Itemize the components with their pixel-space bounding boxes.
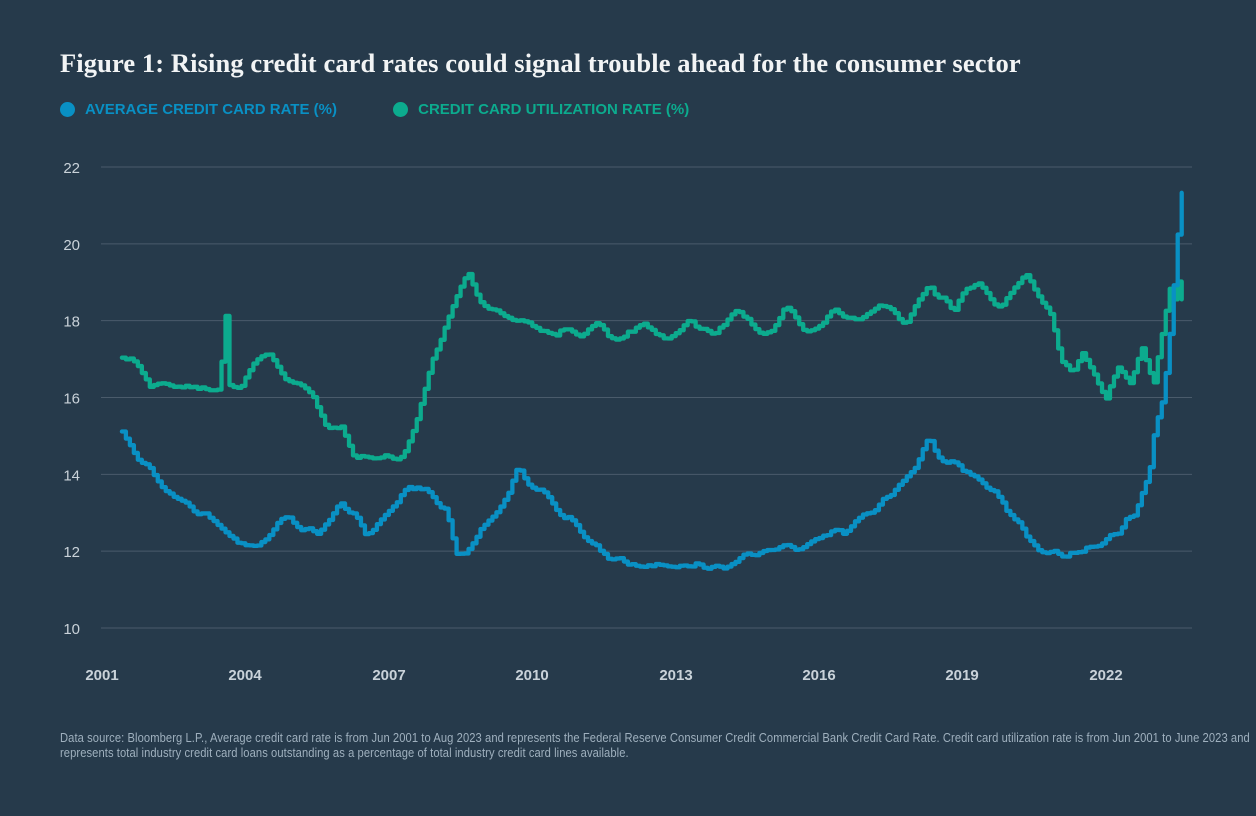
svg-text:20: 20: [63, 237, 80, 254]
svg-text:2013: 2013: [659, 667, 692, 684]
svg-text:2007: 2007: [372, 667, 405, 684]
svg-text:14: 14: [63, 467, 80, 484]
svg-text:18: 18: [63, 314, 80, 331]
svg-text:16: 16: [63, 391, 80, 408]
svg-text:2001: 2001: [85, 667, 118, 684]
svg-text:2016: 2016: [802, 667, 835, 684]
svg-text:12: 12: [63, 544, 80, 561]
svg-text:2010: 2010: [515, 667, 548, 684]
svg-text:2022: 2022: [1089, 667, 1122, 684]
svg-text:2019: 2019: [945, 667, 978, 684]
svg-text:22: 22: [63, 160, 80, 177]
svg-text:10: 10: [63, 621, 80, 638]
svg-text:2004: 2004: [228, 667, 262, 684]
